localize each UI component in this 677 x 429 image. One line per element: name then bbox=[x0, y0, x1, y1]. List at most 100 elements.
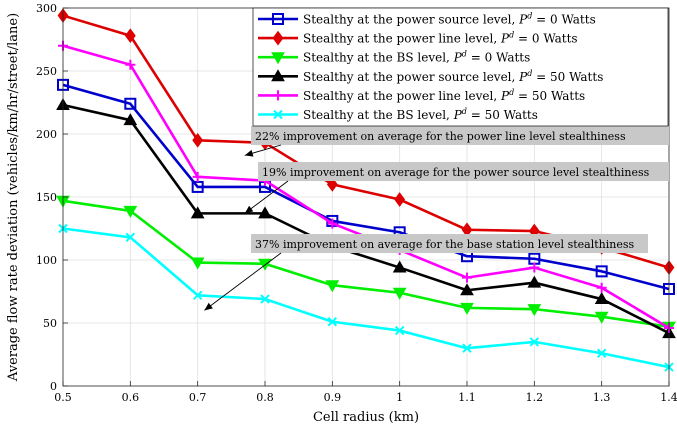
data-point bbox=[125, 59, 136, 70]
data-point bbox=[596, 348, 607, 358]
legend-label: Stealthy at the power line level, Pd = 0… bbox=[303, 31, 578, 46]
annotation-1: 22% improvement on average for the power… bbox=[244, 126, 669, 157]
legend-entry-6: Stealthy at the BS level, Pd = 50 Watts bbox=[258, 107, 538, 122]
legend-marker bbox=[273, 90, 283, 101]
legend-label: Stealthy at the power source level, Pd =… bbox=[303, 69, 603, 84]
data-point bbox=[192, 290, 203, 300]
data-point bbox=[125, 232, 136, 243]
data-point bbox=[392, 287, 407, 300]
x-tick-label: 1 bbox=[396, 391, 403, 404]
x-tick-label: 0.9 bbox=[324, 391, 342, 404]
x-tick-label: 0.5 bbox=[54, 391, 72, 404]
data-point bbox=[190, 206, 205, 219]
legend-entry-5: Stealthy at the power line level, Pd = 5… bbox=[258, 88, 585, 103]
data-point bbox=[258, 206, 272, 219]
data-point bbox=[191, 180, 204, 193]
legend-marker bbox=[272, 13, 284, 25]
legend-label-text: Stealthy at the power source level, bbox=[303, 13, 519, 27]
x-tick-label: 0.8 bbox=[256, 391, 274, 404]
legend-symbol: P bbox=[500, 32, 510, 46]
legend-entry-2: Stealthy at the power line level, Pd = 0… bbox=[258, 31, 578, 46]
legend-label-tail: = 50 Watts bbox=[514, 89, 585, 103]
annotation-3: 37% improvement on average for the base … bbox=[204, 234, 648, 311]
series-line bbox=[62, 83, 670, 291]
legend-marker bbox=[273, 109, 283, 120]
y-tick-label: 100 bbox=[36, 254, 57, 267]
legend-label: Stealthy at the power line level, Pd = 5… bbox=[303, 88, 585, 103]
data-point bbox=[327, 218, 338, 229]
legend-symbol-superscript: d bbox=[527, 12, 532, 21]
x-tick-label: 0.7 bbox=[189, 391, 207, 404]
legend-label-tail: = 0 Watts bbox=[514, 32, 577, 46]
data-point bbox=[124, 28, 136, 44]
legend-label: Stealthy at the BS level, Pd = 50 Watts bbox=[303, 107, 538, 122]
data-point bbox=[594, 292, 609, 305]
legend-symbol-superscript: d bbox=[462, 107, 467, 116]
legend-label-tail: = 50 Watts bbox=[467, 108, 538, 122]
legend-label: Stealthy at the power source level, Pd =… bbox=[303, 12, 596, 27]
x-tick-label: 1.2 bbox=[526, 391, 544, 404]
legend-symbol-superscript: d bbox=[509, 88, 514, 97]
legend-entry-4: Stealthy at the power source level, Pd =… bbox=[258, 69, 603, 84]
legend-symbol: P bbox=[518, 70, 528, 84]
data-point bbox=[123, 205, 138, 218]
legend-label: Stealthy at the BS level, Pd = 0 Watts bbox=[303, 50, 530, 65]
x-tick-label: 1.3 bbox=[593, 391, 611, 404]
annotation-box bbox=[251, 234, 648, 253]
legend-symbol: P bbox=[500, 89, 510, 103]
legend-label-text: Stealthy at the BS level, bbox=[303, 108, 454, 122]
data-point bbox=[192, 132, 204, 148]
annotation-arrow bbox=[204, 252, 282, 311]
data-point bbox=[595, 265, 608, 278]
x-axis-label: Cell radius (km) bbox=[313, 410, 419, 425]
data-point bbox=[596, 282, 607, 293]
series-line bbox=[62, 227, 670, 369]
data-point bbox=[123, 113, 138, 126]
annotation-text: 19% improvement on average for the power… bbox=[262, 166, 650, 179]
legend-symbol-superscript: d bbox=[509, 31, 514, 40]
data-point bbox=[392, 260, 407, 273]
data-point bbox=[594, 311, 609, 324]
data-point bbox=[460, 283, 474, 296]
annotation-arrowhead bbox=[244, 149, 254, 157]
y-tick-label: 200 bbox=[36, 128, 57, 141]
data-point bbox=[527, 275, 542, 288]
x-tick-label: 0.6 bbox=[122, 391, 140, 404]
legend-symbol-superscript: d bbox=[527, 69, 532, 78]
legend-marker bbox=[271, 52, 285, 65]
annotation-text: 22% improvement on average for the power… bbox=[255, 130, 626, 143]
y-tick-label: 50 bbox=[43, 317, 57, 330]
series-line bbox=[62, 103, 670, 335]
y-tick-label: 300 bbox=[36, 2, 57, 15]
data-point bbox=[124, 97, 137, 110]
series-line bbox=[62, 199, 670, 329]
legend-label-text: Stealthy at the BS level, bbox=[303, 51, 454, 65]
annotation-arrow bbox=[244, 180, 289, 214]
annotation-box bbox=[258, 162, 669, 181]
legend-label-tail: = 50 Watts bbox=[532, 70, 603, 84]
legend-label-text: Stealthy at the power source level, bbox=[303, 70, 519, 84]
annotation-box bbox=[251, 126, 669, 145]
legend-symbol-superscript: d bbox=[462, 50, 467, 59]
series-layer bbox=[56, 8, 676, 372]
legend-box bbox=[252, 7, 669, 127]
data-point bbox=[462, 272, 472, 283]
legend-label-text: Stealthy at the power line level, bbox=[303, 89, 501, 103]
annotation-2: 19% improvement on average for the power… bbox=[244, 162, 669, 214]
annotation-arrowhead bbox=[204, 302, 213, 311]
legend-symbol: P bbox=[453, 108, 463, 122]
legend-label-text: Stealthy at the power line level, bbox=[303, 32, 501, 46]
legend-marker bbox=[271, 69, 285, 82]
annotation-text: 37% improvement on average for the base … bbox=[255, 238, 634, 251]
data-point bbox=[260, 294, 270, 304]
legend-marker bbox=[272, 30, 284, 46]
data-point bbox=[326, 177, 338, 192]
legend: Stealthy at the power source level, Pd =… bbox=[252, 7, 669, 127]
axis-ticks: 0.5 0.6 0.7 0.8 0.9 1 1.1 1.2 1.3 1.4 0 50 100 150 200… bbox=[36, 2, 677, 404]
legend-symbol: P bbox=[518, 13, 528, 27]
data-point bbox=[327, 317, 338, 327]
data-point bbox=[192, 171, 203, 182]
data-point bbox=[529, 262, 540, 273]
legend-entry-3: Stealthy at the BS level, Pd = 0 Watts bbox=[258, 50, 530, 65]
